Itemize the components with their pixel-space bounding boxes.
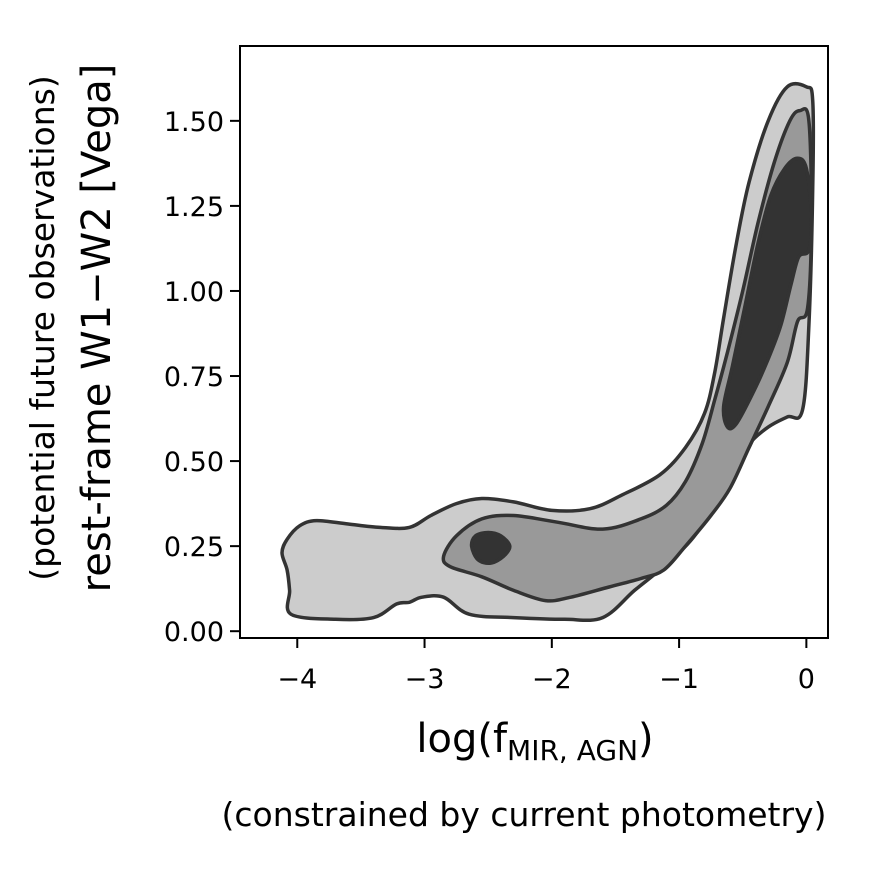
y-tick-label: 0.00 <box>164 617 224 648</box>
x-axis-label: log(fMIR, AGN) <box>416 716 653 767</box>
x-tick-label: 0 <box>798 664 815 695</box>
y-tick-label: 0.50 <box>164 447 224 478</box>
x-tick-label: −4 <box>277 664 317 695</box>
y-axis-note: (potential future observations) <box>23 75 62 580</box>
y-tick-label: 0.75 <box>164 362 224 393</box>
x-tick-label: −3 <box>405 664 445 695</box>
y-tick-label: 1.25 <box>164 192 224 223</box>
contour-inner-3 <box>469 530 512 565</box>
x-tick-label: −2 <box>532 664 572 695</box>
x-tick-label: −1 <box>659 664 699 695</box>
contour-layer <box>280 82 816 622</box>
y-tick-label: 0.25 <box>164 532 224 563</box>
plot-frame <box>239 45 829 639</box>
contour-middle-1 <box>441 106 814 603</box>
y-tick-label: 1.50 <box>164 107 224 138</box>
tick-layer: −4 −3 −2 −1 0 0.00 0.25 0.50 0.75 1.00 1.25 1.50 <box>164 107 815 695</box>
x-axis-note: (constrained by current photometry) <box>222 795 827 834</box>
contour-inner-2 <box>721 156 814 431</box>
y-tick-label: 1.00 <box>164 277 224 308</box>
contour-outer-0 <box>280 82 816 622</box>
y-axis-label: rest-frame W1−W2 [Vega] <box>74 64 120 593</box>
